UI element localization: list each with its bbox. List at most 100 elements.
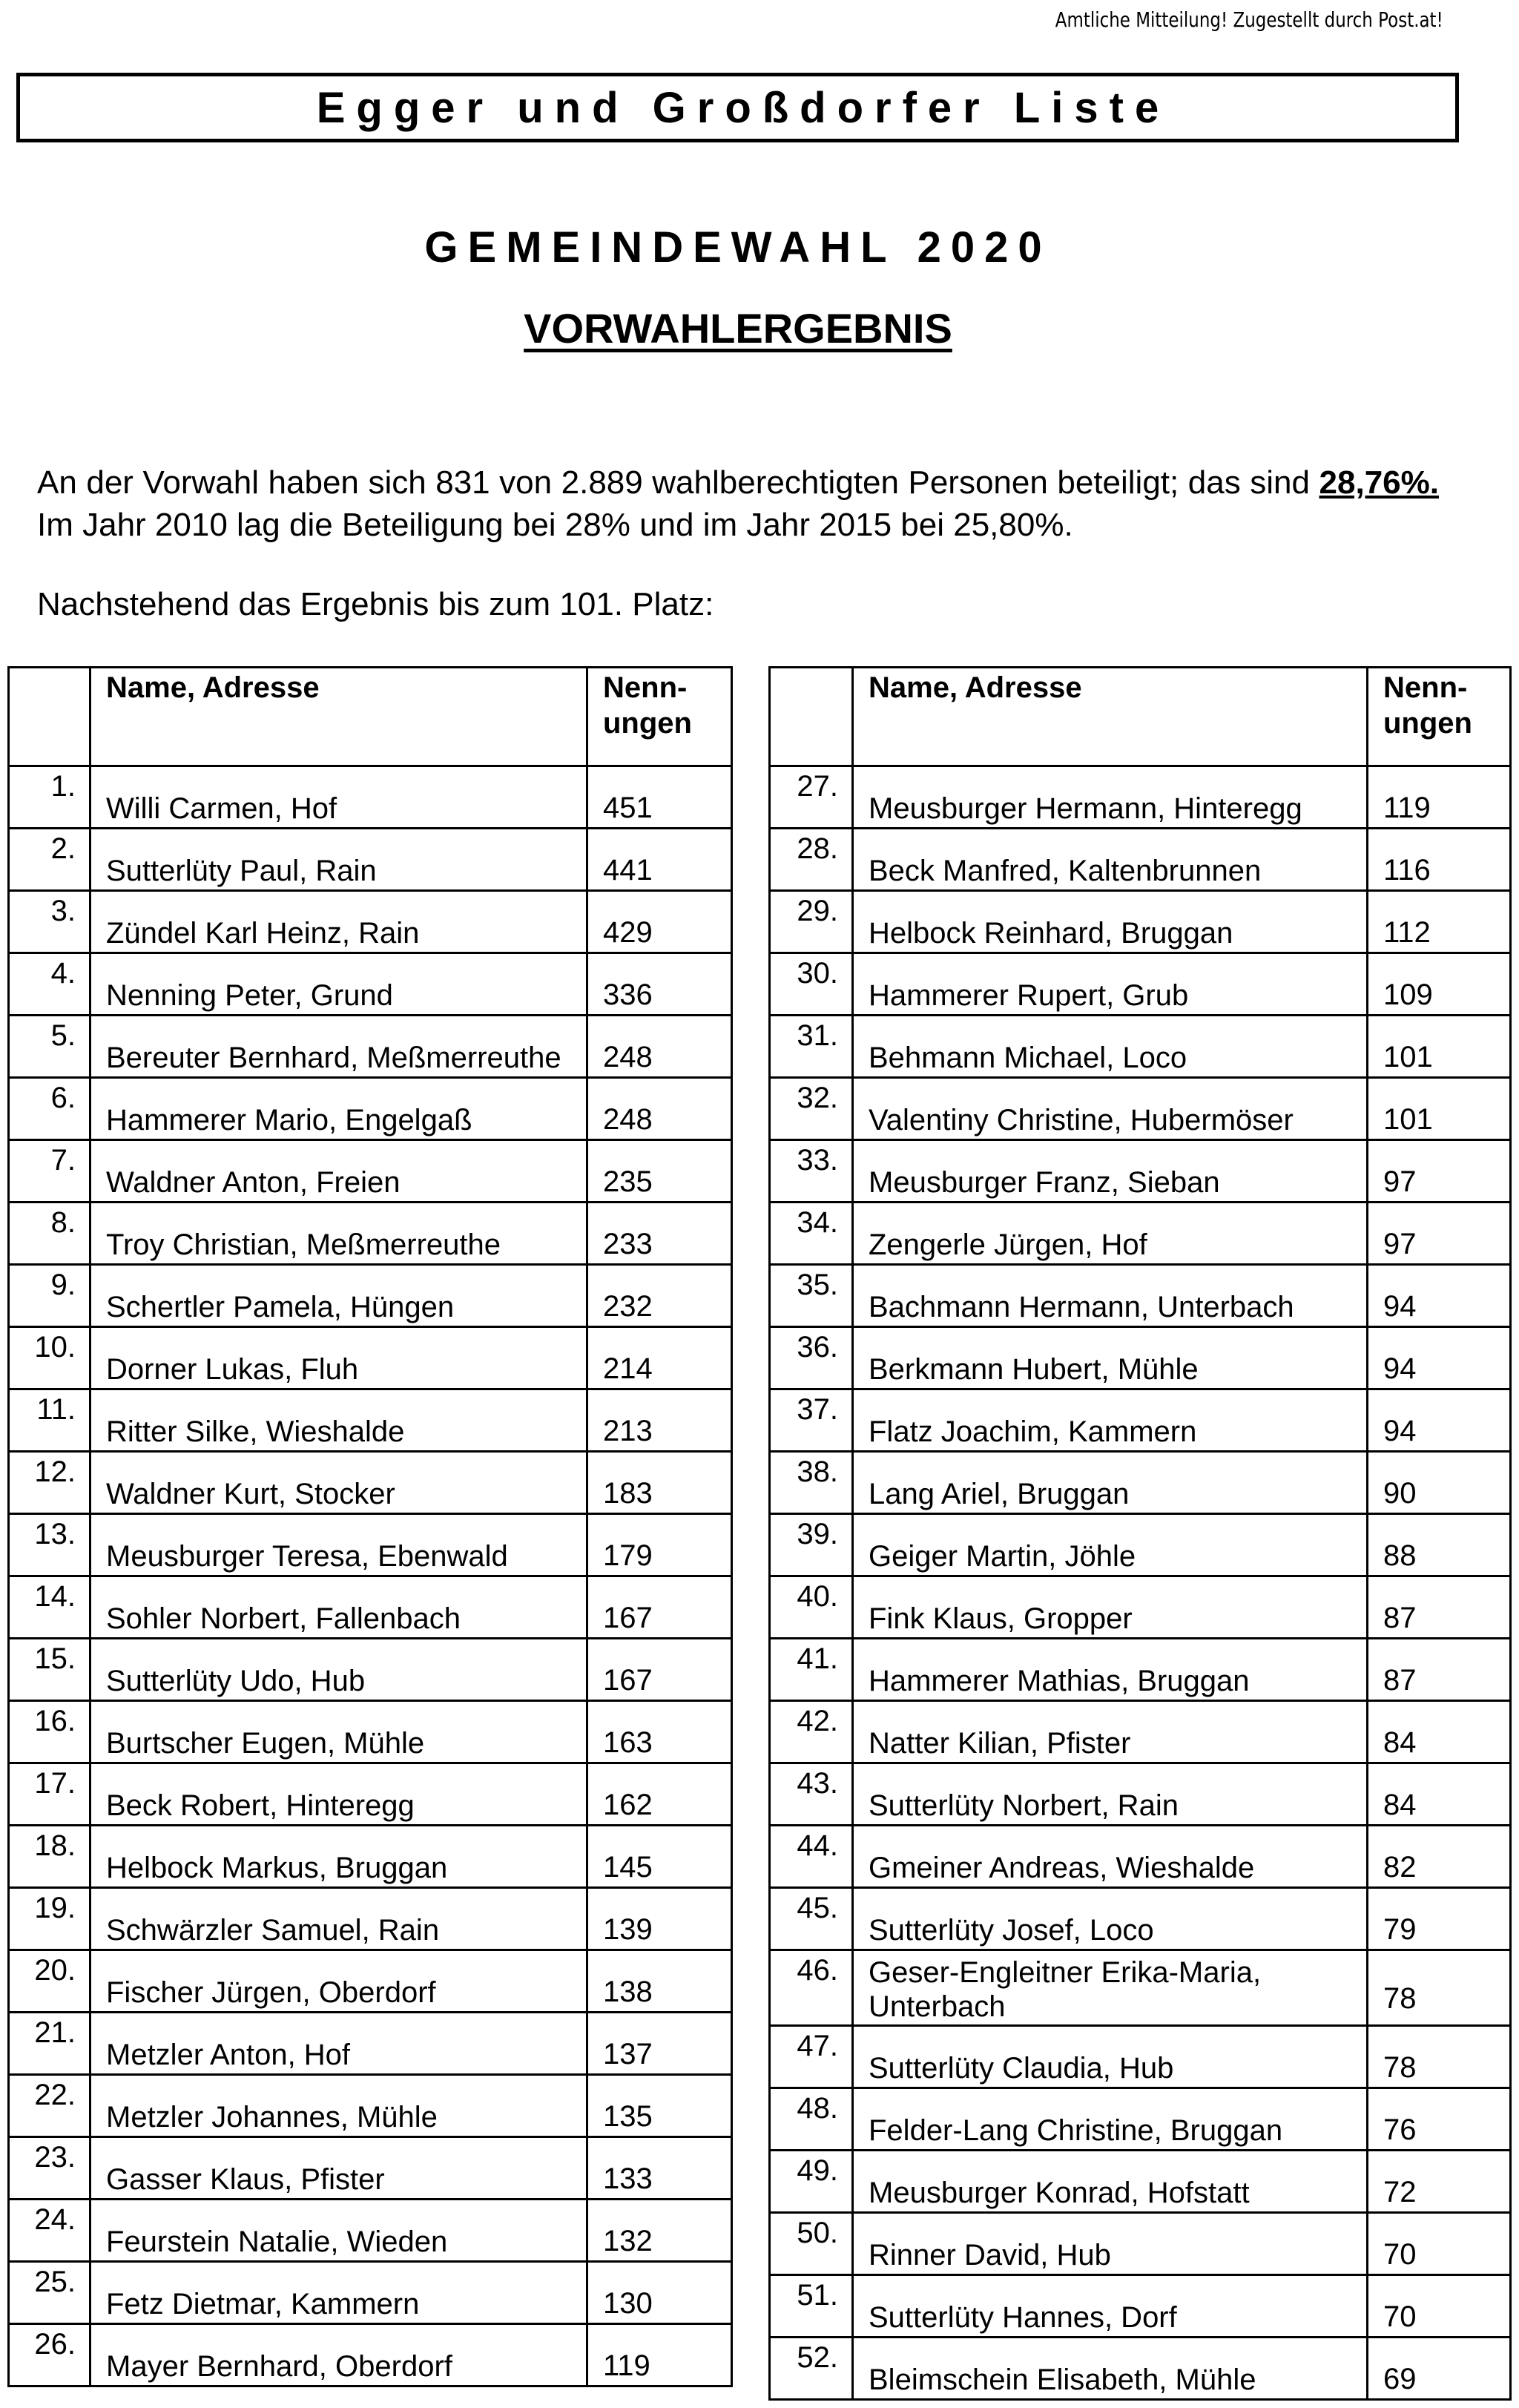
count-cell: 116 <box>1366 827 1512 892</box>
count-cell: 70 <box>1366 2211 1512 2276</box>
name-cell: Berkmann Hubert, Mühle <box>851 1326 1368 1390</box>
table-row: 7. Waldner Anton, Freien 235 <box>7 1139 733 1203</box>
rank-cell: 43. <box>768 1762 854 1826</box>
results-table-left: Name, Adresse Nenn- ungen 1. Willi Carmen… <box>7 666 733 2387</box>
rank-cell: 2. <box>7 827 91 892</box>
name-cell: Bleimschein Elisabeth, Mühle <box>851 2336 1368 2401</box>
name-cell: Valentiny Christine, Hubermöser <box>851 1076 1368 1141</box>
count-cell: 94 <box>1366 1263 1512 1328</box>
name-cell: Bereuter Bernhard, Meßmerreuthe <box>89 1014 588 1079</box>
table-row: 51. Sutterlüty Hannes, Dorf 70 <box>768 2274 1512 2338</box>
rank-cell: 7. <box>7 1139 91 1203</box>
rank-cell: 22. <box>7 2073 91 2138</box>
table-row: 24. Feurstein Natalie, Wieden 132 <box>7 2198 733 2263</box>
rank-cell: 48. <box>768 2087 854 2151</box>
name-cell: Helbock Markus, Bruggan <box>89 1824 588 1889</box>
count-cell: 183 <box>586 1450 733 1515</box>
rank-cell: 28. <box>768 827 854 892</box>
table-row: 3. Zündel Karl Heinz, Rain 429 <box>7 889 733 954</box>
rank-cell: 17. <box>7 1762 91 1826</box>
name-cell: Fischer Jürgen, Oberdorf <box>89 1949 588 2013</box>
name-cell: Nenning Peter, Grund <box>89 952 588 1016</box>
list-title: Egger und Großdorfer Liste <box>316 83 1170 132</box>
count-cell: 112 <box>1366 889 1512 954</box>
count-cell: 94 <box>1366 1388 1512 1453</box>
rank-cell: 41. <box>768 1637 854 1702</box>
turnout-paragraph: An der Vorwahl haben sich 831 von 2.889 … <box>37 461 1439 546</box>
name-cell: Beck Manfred, Kaltenbrunnen <box>851 827 1368 892</box>
table-row: 19. Schwärzler Samuel, Rain 139 <box>7 1886 733 1951</box>
header-count: Nenn- ungen <box>586 666 733 767</box>
name-cell: Meusburger Franz, Sieban <box>851 1139 1368 1203</box>
table-row: 20. Fischer Jürgen, Oberdorf 138 <box>7 1949 733 2013</box>
rank-cell: 46. <box>768 1949 854 2027</box>
count-cell: 232 <box>586 1263 733 1328</box>
rank-cell: 3. <box>7 889 91 954</box>
name-cell: Rinner David, Hub <box>851 2211 1368 2276</box>
name-cell: Dorner Lukas, Fluh <box>89 1326 588 1390</box>
name-cell: Beck Robert, Hinteregg <box>89 1762 588 1826</box>
table-row: 12. Waldner Kurt, Stocker 183 <box>7 1450 733 1515</box>
rank-cell: 12. <box>7 1450 91 1515</box>
rank-cell: 44. <box>768 1824 854 1889</box>
rank-cell: 36. <box>768 1326 854 1390</box>
count-cell: 70 <box>1366 2274 1512 2338</box>
name-cell: Sutterlüty Paul, Rain <box>89 827 588 892</box>
name-cell: Natter Kilian, Pfister <box>851 1700 1368 1764</box>
name-cell: Zengerle Jürgen, Hof <box>851 1201 1368 1266</box>
turnout-text-2: Im Jahr 2010 lag die Beteiligung bei 28%… <box>37 507 1073 543</box>
name-cell: Hammerer Mario, Engelgaß <box>89 1076 588 1141</box>
table-row: 1. Willi Carmen, Hof 451 <box>7 765 733 829</box>
name-cell: Behmann Michael, Loco <box>851 1014 1368 1079</box>
table-row: 27. Meusburger Hermann, Hinteregg 119 <box>768 765 1512 829</box>
rank-cell: 18. <box>7 1824 91 1889</box>
count-cell: 336 <box>586 952 733 1016</box>
header-count: Nenn- ungen <box>1366 666 1512 767</box>
name-cell: Waldner Kurt, Stocker <box>89 1450 588 1515</box>
result-intro: Nachstehend das Ergebnis bis zum 101. Pl… <box>37 586 714 622</box>
name-cell: Flatz Joachim, Kammern <box>851 1388 1368 1453</box>
list-title-box: Egger und Großdorfer Liste <box>16 73 1459 142</box>
count-cell: 162 <box>586 1762 733 1826</box>
table-row: 35. Bachmann Hermann, Unterbach 94 <box>768 1263 1512 1328</box>
table-row: 23. Gasser Klaus, Pfister 133 <box>7 2136 733 2200</box>
rank-cell: 42. <box>768 1700 854 1764</box>
postal-notice: Amtliche Mitteilung! Zugestellt durch Po… <box>1055 7 1443 32</box>
count-cell: 97 <box>1366 1201 1512 1266</box>
rank-cell: 15. <box>7 1637 91 1702</box>
name-cell: Meusburger Konrad, Hofstatt <box>851 2149 1368 2214</box>
rank-cell: 38. <box>768 1450 854 1515</box>
count-cell: 72 <box>1366 2149 1512 2214</box>
count-cell: 451 <box>586 765 733 829</box>
count-cell: 132 <box>586 2198 733 2263</box>
table-row: 17. Beck Robert, Hinteregg 162 <box>7 1762 733 1826</box>
name-cell: Sohler Norbert, Fallenbach <box>89 1575 588 1639</box>
rank-cell: 40. <box>768 1575 854 1639</box>
count-cell: 79 <box>1366 1886 1512 1951</box>
count-cell: 82 <box>1366 1824 1512 1889</box>
name-cell: Burtscher Eugen, Mühle <box>89 1700 588 1764</box>
table-row: 41. Hammerer Mathias, Bruggan 87 <box>768 1637 1512 1702</box>
rank-cell: 9. <box>7 1263 91 1328</box>
rank-cell: 8. <box>7 1201 91 1266</box>
table-row: 2. Sutterlüty Paul, Rain 441 <box>7 827 733 892</box>
name-cell: Helbock Reinhard, Bruggan <box>851 889 1368 954</box>
count-cell: 119 <box>586 2323 733 2387</box>
count-cell: 109 <box>1366 952 1512 1016</box>
count-cell: 69 <box>1366 2336 1512 2401</box>
count-cell: 167 <box>586 1575 733 1639</box>
rank-cell: 19. <box>7 1886 91 1951</box>
table-row: 8. Troy Christian, Meßmerreuthe 233 <box>7 1201 733 1266</box>
table-row: 32. Valentiny Christine, Hubermöser 101 <box>768 1076 1512 1141</box>
name-cell: Gmeiner Andreas, Wieshalde <box>851 1824 1368 1889</box>
table-row: 10. Dorner Lukas, Fluh 214 <box>7 1326 733 1390</box>
count-cell: 214 <box>586 1326 733 1390</box>
name-cell: Gasser Klaus, Pfister <box>89 2136 588 2200</box>
page-subheading: VORWAHLERGEBNIS <box>524 305 952 352</box>
table-row: 39. Geiger Martin, Jöhle 88 <box>768 1513 1512 1577</box>
name-cell: Zündel Karl Heinz, Rain <box>89 889 588 954</box>
rank-cell: 4. <box>7 952 91 1016</box>
rank-cell: 24. <box>7 2198 91 2263</box>
count-cell: 97 <box>1366 1139 1512 1203</box>
rank-cell: 27. <box>768 765 854 829</box>
